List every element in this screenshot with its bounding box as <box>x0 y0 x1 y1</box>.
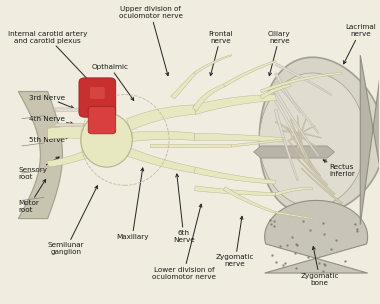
Polygon shape <box>301 168 343 204</box>
Polygon shape <box>293 154 336 195</box>
Text: Opthalmic: Opthalmic <box>92 64 134 100</box>
Polygon shape <box>259 57 380 215</box>
Polygon shape <box>195 133 283 142</box>
Polygon shape <box>231 139 283 147</box>
Polygon shape <box>260 84 291 99</box>
Text: Zygomatic
nerve: Zygomatic nerve <box>216 216 255 268</box>
Text: Ciliary
nerve: Ciliary nerve <box>268 30 291 76</box>
FancyBboxPatch shape <box>88 107 116 134</box>
Polygon shape <box>132 131 195 141</box>
Polygon shape <box>261 72 342 93</box>
Polygon shape <box>275 63 332 95</box>
Polygon shape <box>264 200 367 273</box>
Text: Lower division of
oculomotor nerve: Lower division of oculomotor nerve <box>152 204 216 280</box>
Polygon shape <box>193 84 225 111</box>
Text: 3rd Nerve: 3rd Nerve <box>29 95 74 109</box>
Text: 6th
Nerve: 6th Nerve <box>173 174 195 243</box>
Polygon shape <box>276 187 313 196</box>
Ellipse shape <box>81 113 132 167</box>
Text: 5th Nerve: 5th Nerve <box>29 136 69 143</box>
Text: Maxillary: Maxillary <box>116 168 149 240</box>
Polygon shape <box>18 92 62 219</box>
Polygon shape <box>223 60 276 87</box>
Polygon shape <box>290 126 315 141</box>
Text: Internal carotid artery
and carotid plexus: Internal carotid artery and carotid plex… <box>8 30 97 89</box>
Polygon shape <box>297 116 306 158</box>
Polygon shape <box>55 108 84 112</box>
Polygon shape <box>223 187 276 213</box>
Polygon shape <box>288 140 328 186</box>
Polygon shape <box>287 127 321 177</box>
Polygon shape <box>194 55 232 74</box>
Text: Lacrimal
nerve: Lacrimal nerve <box>344 24 376 64</box>
Text: Zygomatic
bone: Zygomatic bone <box>301 247 339 285</box>
Polygon shape <box>127 148 196 173</box>
Text: 4th Nerve: 4th Nerve <box>29 116 73 125</box>
Polygon shape <box>283 130 321 138</box>
Text: Semilunar
ganglion: Semilunar ganglion <box>48 186 98 255</box>
FancyBboxPatch shape <box>79 78 116 117</box>
Polygon shape <box>46 149 93 167</box>
Polygon shape <box>274 82 319 133</box>
Polygon shape <box>171 73 196 99</box>
Polygon shape <box>48 126 92 140</box>
Polygon shape <box>274 73 301 112</box>
Polygon shape <box>127 105 196 131</box>
Polygon shape <box>275 121 324 152</box>
Text: Motor
root: Motor root <box>18 179 46 213</box>
Text: Sensory
root: Sensory root <box>18 157 59 180</box>
Text: Frontal
nerve: Frontal nerve <box>208 30 233 76</box>
FancyBboxPatch shape <box>90 87 105 99</box>
Text: Upper division of
oculomotor nerve: Upper division of oculomotor nerve <box>119 6 183 76</box>
Polygon shape <box>150 144 231 148</box>
Polygon shape <box>274 100 305 155</box>
Polygon shape <box>259 73 366 207</box>
Polygon shape <box>276 212 313 219</box>
Polygon shape <box>194 167 276 184</box>
Polygon shape <box>55 123 84 126</box>
Polygon shape <box>297 118 307 149</box>
Polygon shape <box>195 186 276 196</box>
Polygon shape <box>290 119 314 168</box>
Polygon shape <box>274 109 298 181</box>
Text: Rectus
inferior: Rectus inferior <box>323 160 355 177</box>
Polygon shape <box>253 146 334 158</box>
Polygon shape <box>194 95 276 114</box>
Polygon shape <box>274 91 320 157</box>
Polygon shape <box>360 55 380 225</box>
